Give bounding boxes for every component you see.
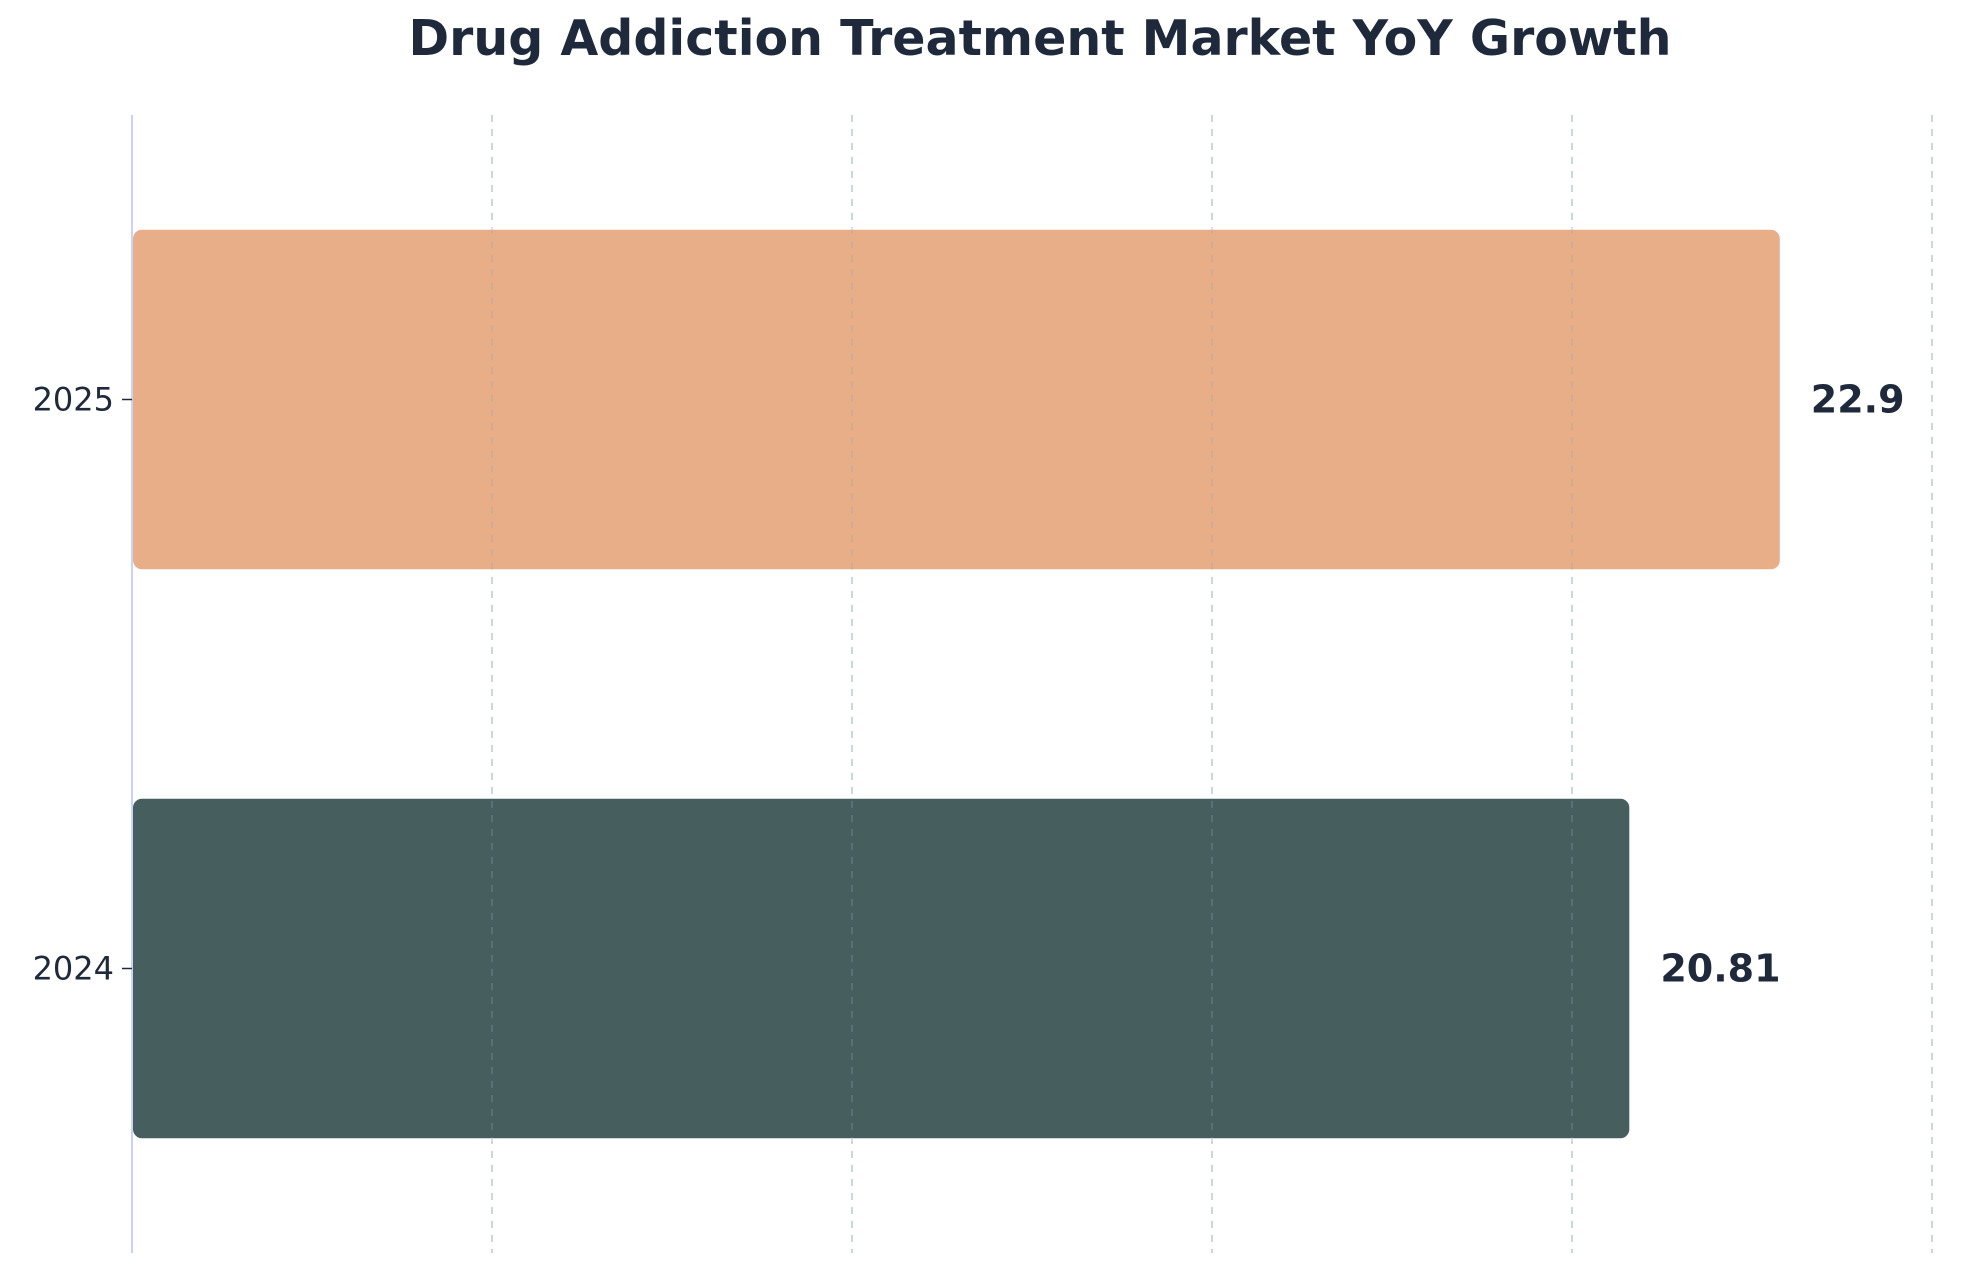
bar-2025 xyxy=(131,227,1782,572)
bars xyxy=(131,115,1933,1253)
value-label: 22.9 xyxy=(1811,378,1905,422)
value-label: 20.81 xyxy=(1660,947,1780,991)
y-axis: 2024 2025 xyxy=(33,115,133,1253)
bar-2024 xyxy=(131,796,1632,1141)
value-labels: 20.81 22.9 xyxy=(1660,378,1904,991)
chart-title: Drug Addiction Treatment Market YoY Grow… xyxy=(408,10,1672,67)
y-tick-label: 2024 xyxy=(33,950,114,988)
y-tick-label: 2025 xyxy=(33,381,114,419)
